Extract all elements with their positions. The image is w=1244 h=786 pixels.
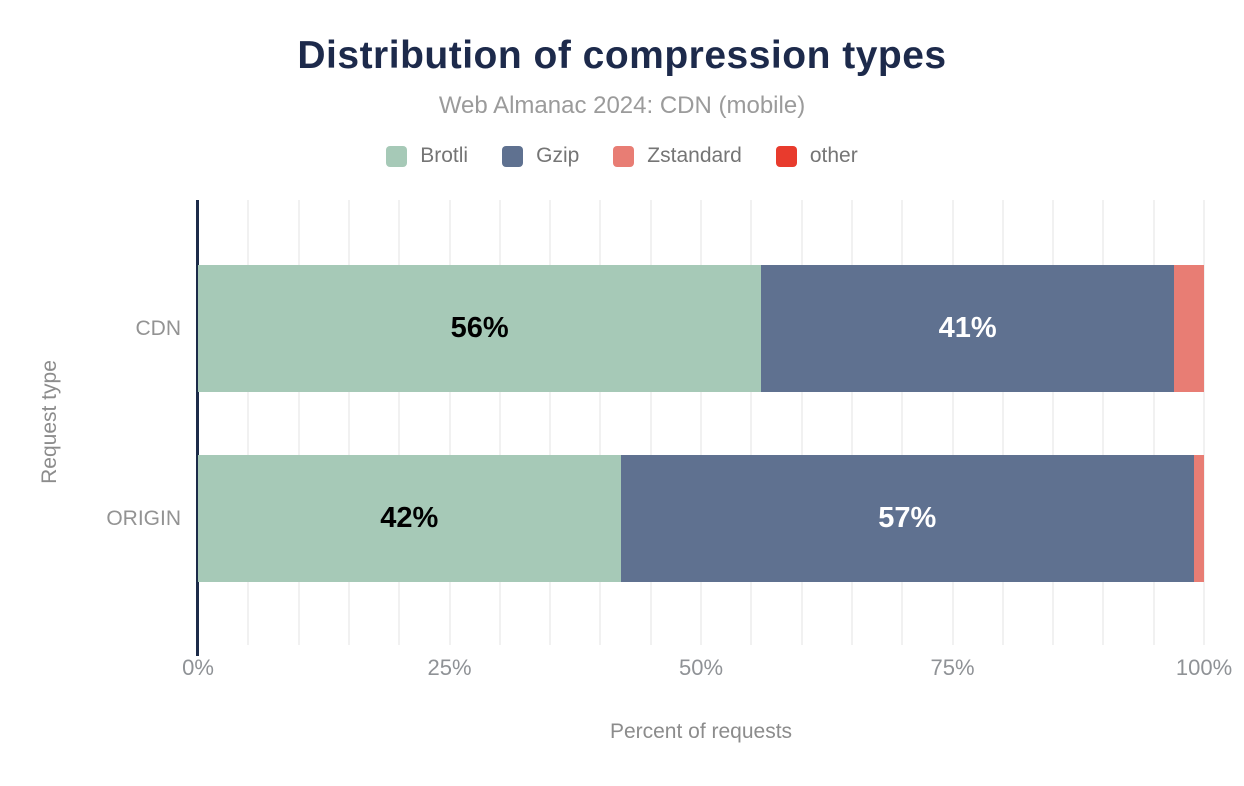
legend-swatch-brotli xyxy=(386,145,408,167)
gridline xyxy=(649,200,652,645)
bar-value-label: 41% xyxy=(938,312,997,344)
gridline xyxy=(850,200,853,645)
gridline xyxy=(347,200,350,645)
chart-subtitle: Web Almanac 2024: CDN (mobile) xyxy=(438,92,806,119)
bar-segment-brotli-origin[interactable]: 42% xyxy=(198,455,621,582)
bar-value-label: 42% xyxy=(380,502,439,534)
gridline xyxy=(700,200,702,645)
gridline xyxy=(1102,200,1105,645)
gridline xyxy=(1152,200,1155,645)
bar-row-origin: 42% 57% xyxy=(198,455,1204,582)
gridline xyxy=(901,200,904,645)
gridline xyxy=(750,200,753,645)
gridline xyxy=(1001,200,1004,645)
x-tick-25-: 25% xyxy=(427,655,472,680)
bar-value-label: 57% xyxy=(878,502,937,534)
category-label-cdn: CDN xyxy=(135,316,182,340)
gridline xyxy=(599,200,602,645)
gridline xyxy=(498,200,501,645)
bar-segment-gzip-origin[interactable]: 57% xyxy=(620,455,1194,582)
legend: Brotli Gzip Zstandard other xyxy=(0,144,1244,168)
legend-swatch-gzip xyxy=(502,145,524,167)
bar-value-label: 56% xyxy=(450,312,509,344)
bar-segment-zstandard-cdn[interactable] xyxy=(1173,265,1204,392)
legend-item-gzip[interactable]: Gzip xyxy=(502,144,579,168)
x-axis-ticks: 0% 25% 50% 75% 100% xyxy=(182,655,1232,681)
legend-label-other: other xyxy=(809,144,858,167)
x-tick-75-: 75% xyxy=(930,655,975,680)
legend-item-brotli[interactable]: Brotli xyxy=(386,144,468,168)
x-tick-100-: 100% xyxy=(1175,655,1233,680)
chart-title: Distribution of compression types xyxy=(297,34,947,77)
legend-label-gzip: Gzip xyxy=(536,144,580,167)
gridline xyxy=(549,200,552,645)
gridline xyxy=(951,200,954,645)
bar-segment-zstandard-origin[interactable] xyxy=(1193,455,1204,582)
x-axis-title: Percent of requests xyxy=(609,720,793,743)
legend-item-other[interactable]: other xyxy=(775,144,858,168)
category-label-origin: ORIGIN xyxy=(106,506,181,530)
x-tick-50-: 50% xyxy=(678,655,724,680)
gridline xyxy=(1052,200,1055,645)
gridline xyxy=(448,200,451,645)
x-tick-0-: 0% xyxy=(182,655,214,680)
y-axis-line xyxy=(196,200,199,656)
legend-label-zstandard: Zstandard xyxy=(647,144,742,167)
legend-swatch-zstandard xyxy=(613,145,635,167)
gridline xyxy=(398,200,401,645)
legend-swatch-other xyxy=(775,145,797,167)
bar-row-cdn: 56% 41% xyxy=(198,265,1204,392)
gridline xyxy=(1203,200,1205,645)
gridline xyxy=(297,200,300,645)
plot-area: 56% 41% CDN 42% 57% ORIGIN xyxy=(106,200,1205,656)
legend-item-zstandard[interactable]: Zstandard xyxy=(613,144,742,168)
y-axis-title: Request type xyxy=(38,360,61,484)
bar-segment-gzip-cdn[interactable]: 41% xyxy=(761,265,1174,392)
legend-label-brotli: Brotli xyxy=(420,144,469,167)
gridline xyxy=(800,200,803,645)
gridline xyxy=(247,200,250,645)
bar-segment-brotli-cdn[interactable]: 56% xyxy=(198,265,762,392)
